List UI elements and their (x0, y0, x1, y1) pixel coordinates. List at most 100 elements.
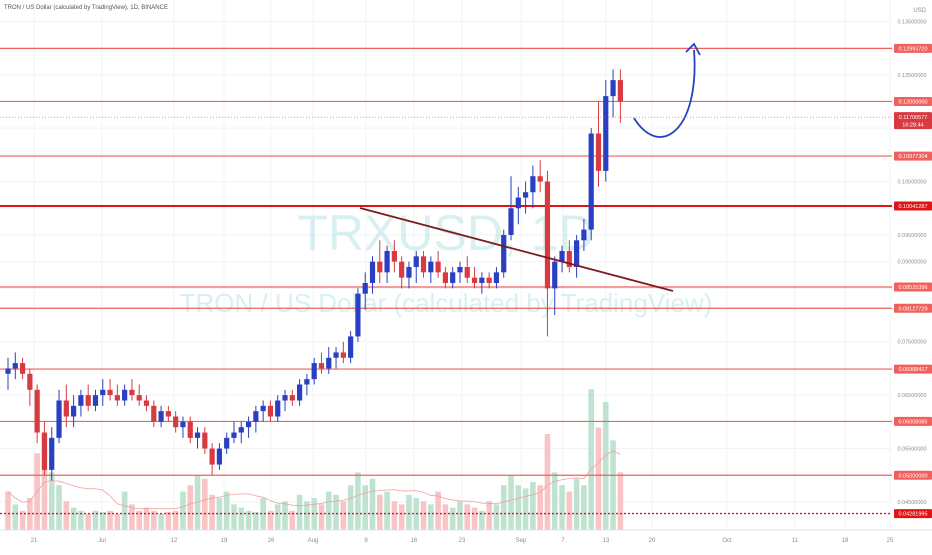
time-tick-label: 25 (887, 538, 894, 544)
time-tick-label: 26 (268, 538, 275, 544)
candle-body (552, 261, 558, 289)
level-tag-label: 0.06988417 (898, 367, 927, 373)
candle-body (588, 133, 594, 230)
candle-body (603, 96, 609, 171)
volume-bar (202, 478, 208, 530)
volume-bar (442, 504, 449, 530)
volume-bars (5, 389, 624, 530)
candle-body (442, 272, 448, 284)
candle-body (173, 416, 179, 428)
time-tick-label: Aug (308, 538, 319, 544)
candle-body (282, 395, 288, 401)
candle-body (399, 261, 405, 278)
candle-body (165, 411, 171, 417)
volume-bar (194, 475, 201, 530)
volume-bar (304, 501, 310, 530)
time-tick-label: 19 (221, 538, 228, 544)
time-tick-label: 23 (459, 538, 466, 544)
candle-body (209, 448, 215, 465)
volume-bar (85, 514, 91, 530)
candle-body (450, 272, 456, 284)
candle-body (340, 352, 346, 358)
volume-bar (70, 507, 77, 530)
candle-body (515, 197, 521, 209)
drawings (359, 42, 701, 292)
candle-body (260, 405, 266, 412)
volume-bar (143, 507, 150, 530)
candle-body (49, 437, 55, 470)
candle-body (194, 432, 201, 438)
volume-bar (347, 485, 354, 530)
price-tick-label: 0.07500000 (897, 340, 926, 346)
volume-bar (223, 491, 230, 530)
candle-body (129, 389, 135, 396)
volume-moving-average (7, 450, 621, 510)
volume-bar (129, 504, 135, 530)
volume-bar (544, 434, 551, 530)
candle-body (435, 261, 441, 273)
volume-bar (500, 485, 507, 530)
candle-body (508, 208, 514, 235)
time-tick-label: 11 (792, 538, 799, 544)
candle-body (544, 181, 551, 289)
volume-bar (231, 504, 237, 530)
candle-body (428, 261, 434, 273)
volume-bar (362, 485, 369, 530)
volume-bar (493, 504, 500, 530)
candle-body (34, 389, 40, 433)
level-tag-label: 0.10041287 (898, 204, 927, 210)
volume-bar (296, 494, 303, 530)
candle-body (78, 395, 84, 406)
candle-body (136, 395, 142, 401)
time-axis-bg (0, 530, 932, 550)
volume-bar (435, 491, 441, 530)
time-tick-label: Sep (516, 538, 527, 544)
volume-bar (369, 478, 376, 530)
candle-body (224, 437, 230, 449)
level-tag-bg (894, 43, 932, 53)
volume-bar (260, 498, 266, 530)
volume-bar (551, 472, 558, 530)
level-tag-label: 0.06008085 (898, 420, 927, 426)
candle-body (530, 176, 536, 193)
candle-body (355, 293, 361, 337)
time-tick-label: 12 (171, 538, 178, 544)
candle-body (202, 432, 208, 449)
volume-bar (559, 485, 565, 530)
volume-bar (245, 510, 252, 530)
price-tick-label: 0.13500000 (897, 19, 926, 25)
volume-bar (602, 402, 609, 530)
level-tag-label: 0.08127729 (898, 306, 927, 312)
projection-arrow-head (685, 42, 701, 56)
candle-body (92, 395, 99, 406)
candle-body (5, 368, 11, 374)
time-tick-label: 16 (411, 538, 418, 544)
volume-bar (573, 478, 580, 530)
price-tick-label: 0.12500000 (897, 73, 926, 79)
volume-bar (457, 501, 463, 530)
candle-body (413, 256, 419, 267)
last-price-tag-bg (894, 112, 932, 130)
volume-bar (56, 485, 62, 530)
level-tag-bg (894, 416, 932, 426)
price-tick-label: 0.09000000 (897, 260, 926, 266)
chart-header-title: TRON / US Dollar (calculated by TradingV… (4, 5, 168, 11)
volume-bar (566, 491, 573, 530)
volume-bar (449, 507, 456, 530)
candle-body (369, 261, 376, 284)
volume-bar (471, 507, 478, 530)
time-axis[interactable]: 21 Jul 12 19 26 Aug 9 16 23 Sep 7 13 20 Oct 11 18 25 (0, 529, 932, 550)
volume-bar (581, 485, 587, 530)
volume-bar (238, 507, 245, 530)
volume-bar (19, 510, 26, 530)
volume-bar (136, 510, 143, 530)
candle-body (143, 400, 150, 406)
price-axis-bg (893, 0, 932, 550)
level-tag-label: 0.05000000 (898, 473, 927, 479)
volume-bar (99, 512, 106, 530)
volume-bar (216, 498, 223, 530)
volume-bar (376, 494, 383, 530)
